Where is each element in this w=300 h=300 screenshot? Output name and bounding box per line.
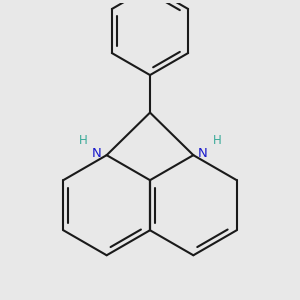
Text: N: N: [198, 147, 208, 160]
Text: H: H: [79, 134, 88, 147]
Text: H: H: [212, 134, 221, 147]
Text: N: N: [92, 147, 102, 160]
